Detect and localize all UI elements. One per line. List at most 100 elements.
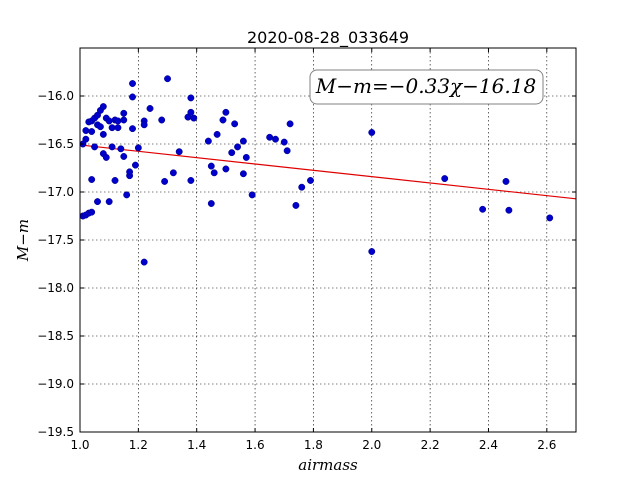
y-tick-label: −18.5 [37, 329, 74, 343]
data-point [88, 128, 96, 135]
data-point [158, 116, 166, 124]
data-point [207, 162, 215, 170]
data-point [134, 144, 142, 152]
data-point [280, 138, 288, 146]
data-point [207, 200, 215, 207]
data-point [242, 153, 250, 161]
data-point [307, 177, 314, 184]
fit-line-layer [79, 144, 577, 200]
data-point [114, 124, 122, 132]
x-axis-label: airmass [298, 456, 358, 474]
data-point [219, 116, 227, 124]
x-tick-label: 1.6 [246, 438, 265, 452]
y-tick-labels: −16.0 −16.5 −17.0 −17.5 −18.0 −18.5 −19.0 −19.5 [37, 89, 74, 439]
data-point [231, 120, 239, 128]
data-point [286, 120, 294, 128]
data-point [131, 161, 139, 169]
data-point [99, 130, 107, 138]
y-tick-label: −17.0 [37, 185, 74, 199]
data-point [479, 205, 487, 213]
data-point [96, 123, 104, 131]
data-point [502, 177, 510, 185]
data-point [222, 165, 230, 173]
y-tick-label: −19.0 [37, 377, 74, 391]
data-point [88, 208, 96, 216]
data-point [123, 191, 131, 199]
data-point [298, 183, 306, 191]
equation-annotation: M−m=−0.33χ−16.18 [309, 69, 544, 105]
annotation-text: M−m=−0.33χ−16.18 [315, 74, 536, 98]
data-point [266, 133, 274, 141]
data-point [88, 176, 96, 183]
data-point [114, 117, 122, 125]
data-point [129, 80, 136, 87]
data-point [169, 169, 177, 177]
data-point [187, 177, 195, 184]
data-point [146, 105, 154, 112]
data-point [187, 108, 195, 116]
data-point [120, 153, 128, 160]
data-point [120, 116, 128, 124]
data-point [175, 148, 183, 156]
x-tick-label: 2.6 [537, 438, 556, 452]
x-tick-label: 2.4 [479, 438, 498, 452]
data-point [441, 175, 449, 183]
data-point [111, 177, 119, 184]
data-point [126, 168, 134, 176]
x-tick-label: 1.0 [70, 438, 89, 452]
data-point [228, 149, 236, 157]
data-point [99, 103, 107, 111]
y-tick-label: −16.0 [37, 89, 74, 103]
data-point [91, 143, 99, 151]
data-point [82, 127, 90, 135]
annotation-box [309, 69, 544, 105]
data-point [204, 137, 212, 145]
data-point [546, 214, 554, 222]
data-point [82, 135, 90, 143]
data-point [140, 258, 148, 266]
data-point [105, 117, 113, 125]
y-axis-label: M−m [14, 219, 32, 262]
axis-ticks [79, 48, 576, 433]
data-point [187, 94, 195, 102]
data-point [368, 248, 376, 255]
data-point [129, 93, 136, 101]
data-point [140, 121, 148, 129]
data-point [272, 135, 279, 143]
chart-title: 2020-08-28_033649 [247, 28, 409, 48]
y-tick-label: −17.5 [37, 233, 74, 247]
x-tick-label: 1.2 [129, 438, 148, 452]
data-point [129, 125, 136, 133]
data-point [505, 206, 513, 214]
data-point [292, 201, 300, 209]
data-point [190, 114, 198, 122]
x-tick-label: 2.0 [362, 438, 381, 452]
data-point [213, 130, 221, 138]
data-point [108, 124, 116, 132]
data-point [222, 108, 230, 116]
data-point [283, 147, 291, 155]
data-point [248, 191, 256, 199]
data-point [161, 177, 169, 185]
y-tick-label: −16.5 [37, 137, 74, 151]
data-point [164, 75, 171, 83]
data-point [210, 169, 218, 177]
data-point [234, 143, 242, 151]
data-point [102, 153, 110, 161]
x-tick-label: 1.8 [304, 438, 323, 452]
y-tick-label: −19.5 [37, 425, 74, 439]
data-point [239, 170, 247, 178]
data-point [120, 109, 128, 117]
x-tick-label: 2.2 [421, 438, 440, 452]
y-tick-label: −18.0 [37, 281, 74, 295]
data-point [105, 198, 113, 206]
data-point [117, 145, 125, 153]
data-point [94, 198, 101, 206]
x-tick-labels: 1.0 1.2 1.4 1.6 1.8 2.0 2.2 2.4 2.6 [70, 438, 556, 452]
data-points [79, 75, 554, 266]
data-point [368, 129, 376, 136]
data-point [108, 143, 116, 151]
data-point [239, 137, 247, 145]
fit-line [79, 144, 577, 200]
